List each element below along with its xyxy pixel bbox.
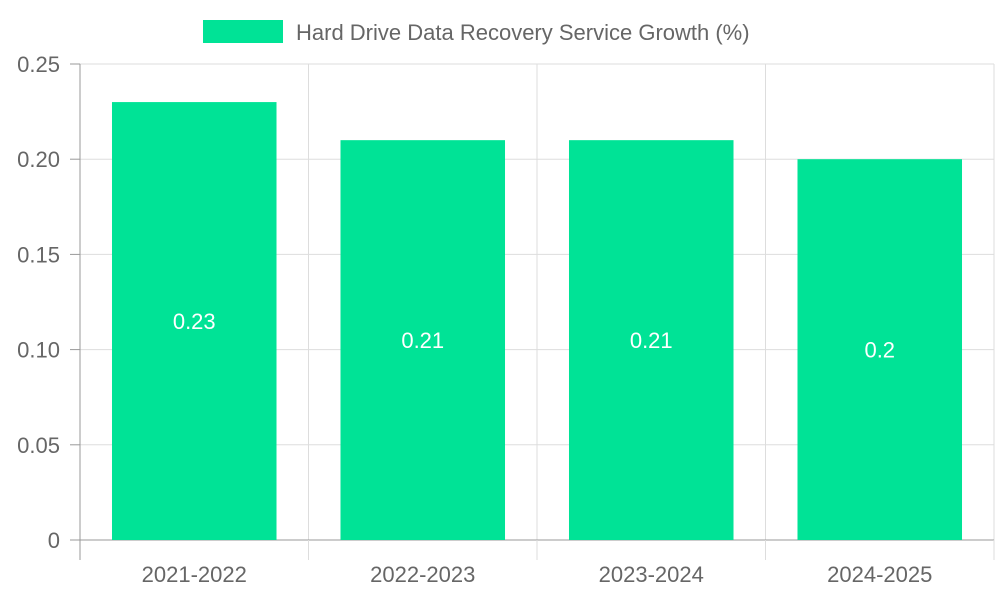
y-tick-label: 0.05 (17, 433, 60, 458)
bar (797, 159, 963, 540)
x-tick-label: 2024-2025 (827, 562, 932, 587)
bar (568, 140, 734, 540)
y-tick-label: 0 (48, 528, 60, 553)
data-labels: 0.23 0.21 0.21 0.2 (173, 309, 895, 363)
bar (340, 140, 506, 540)
x-tick-label: 2022-2023 (370, 562, 475, 587)
y-tick-label: 0.20 (17, 147, 60, 172)
y-tick-label: 0.25 (17, 52, 60, 77)
x-tick-label: 2021-2022 (142, 562, 247, 587)
bar-value-label: 0.21 (401, 328, 444, 353)
legend-label[interactable]: Hard Drive Data Recovery Service Growth … (296, 20, 750, 45)
y-tick-label: 0.10 (17, 338, 60, 363)
legend-swatch[interactable] (203, 20, 283, 43)
tick-labels: 0 0.05 0.10 0.15 0.20 0.25 2021-2022 2022-2023 2… (17, 52, 932, 587)
bar (111, 102, 277, 540)
bar-value-label: 0.21 (630, 328, 673, 353)
bar-value-label: 0.23 (173, 309, 216, 334)
x-tick-label: 2023-2024 (599, 562, 704, 587)
bars (111, 102, 963, 540)
legend[interactable]: Hard Drive Data Recovery Service Growth … (203, 20, 750, 45)
y-tick-label: 0.15 (17, 242, 60, 267)
bar-value-label: 0.2 (864, 338, 895, 363)
